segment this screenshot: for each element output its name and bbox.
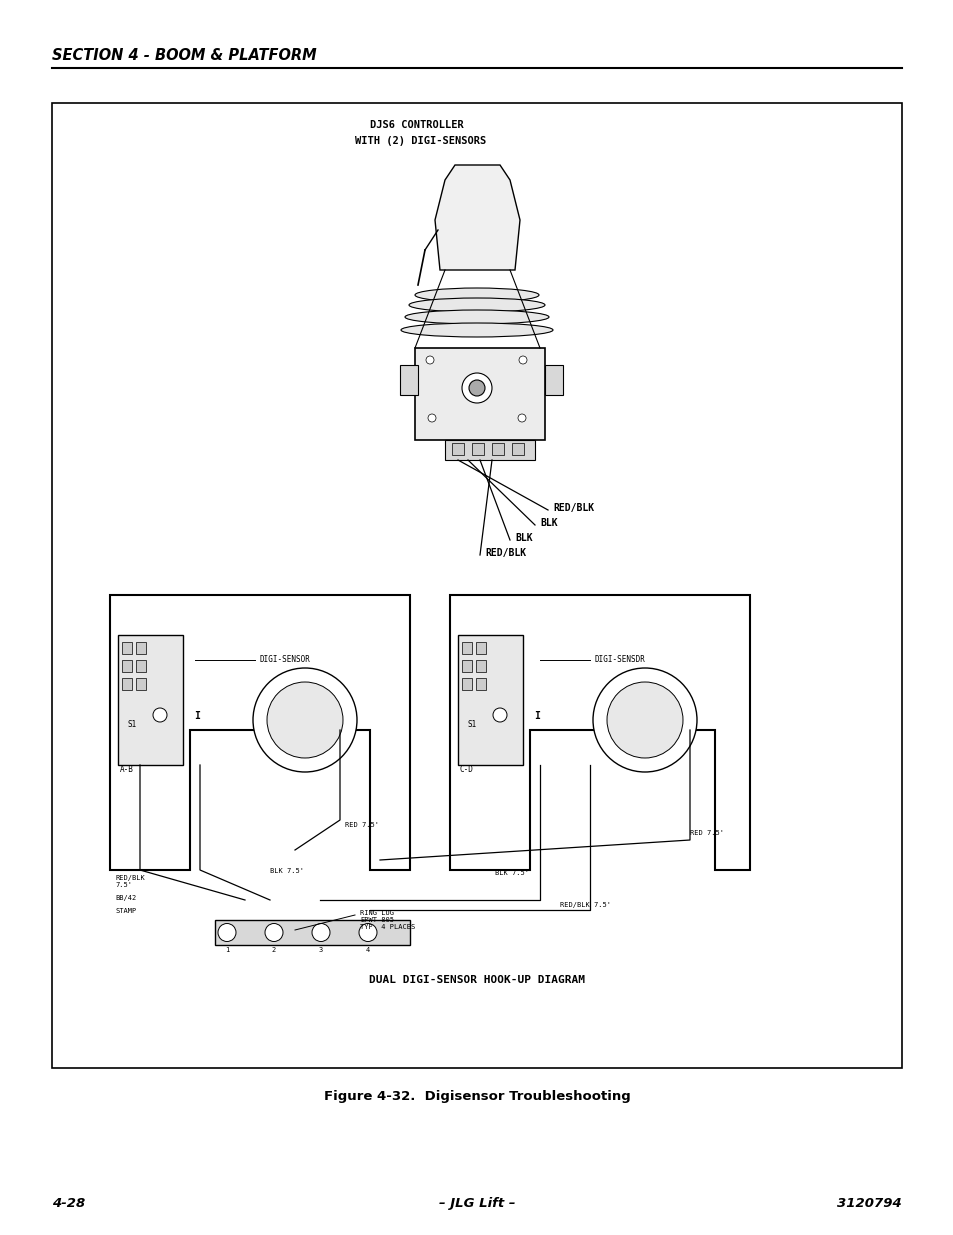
Text: 2: 2 [272,947,275,953]
Circle shape [593,668,697,772]
Bar [399,366,417,395]
Text: SECTION 4 - BOOM & PLATFORM: SECTION 4 - BOOM & PLATFORM [52,48,316,63]
Circle shape [426,356,434,364]
Text: RED 7.5': RED 7.5' [689,830,723,836]
Circle shape [428,414,436,422]
Text: DIGI-SENSDR: DIGI-SENSDR [595,656,645,664]
Circle shape [267,682,343,758]
Polygon shape [110,595,410,869]
Bar [492,443,503,454]
Text: BLK 7.5': BLK 7.5' [495,869,529,876]
Polygon shape [450,595,749,869]
Text: 4-28: 4-28 [52,1197,85,1210]
Circle shape [218,924,235,941]
Text: S1: S1 [468,720,476,729]
Text: DUAL DIGI-SENSOR HOOK-UP DIAGRAM: DUAL DIGI-SENSOR HOOK-UP DIAGRAM [369,974,584,986]
Ellipse shape [400,324,553,337]
Text: I: I [534,711,539,721]
Circle shape [358,924,376,941]
Text: RED/BLK 7.5': RED/BLK 7.5' [559,902,610,908]
Text: WITH (2) DIGI-SENSORS: WITH (2) DIGI-SENSORS [355,136,486,146]
Circle shape [518,356,526,364]
Bar [415,348,544,440]
Bar [476,659,485,672]
Bar [136,678,146,690]
Bar [457,635,522,764]
Text: I: I [193,711,200,721]
Bar [444,440,535,459]
Bar [472,443,483,454]
Circle shape [469,380,484,396]
Bar [461,678,472,690]
Bar [461,659,472,672]
Ellipse shape [405,310,548,324]
Text: RED/BLK: RED/BLK [553,503,594,513]
Text: 4: 4 [366,947,370,953]
Bar [452,443,463,454]
Bar [118,635,183,764]
Bar [461,642,472,655]
Text: A-B: A-B [120,764,133,774]
Text: DIGI-SENSOR: DIGI-SENSOR [260,656,311,664]
Text: DJS6 CONTROLLER: DJS6 CONTROLLER [370,120,463,130]
Bar [136,642,146,655]
Text: RED 7.5': RED 7.5' [345,823,378,827]
Circle shape [312,924,330,941]
Text: – JLG Lift –: – JLG Lift – [438,1197,515,1210]
Ellipse shape [409,298,544,312]
Bar [136,659,146,672]
Bar [512,443,523,454]
Text: STAMP: STAMP [115,908,136,914]
Bar [122,659,132,672]
Text: S1: S1 [128,720,137,729]
Bar [122,678,132,690]
Text: BLK: BLK [539,517,558,529]
Ellipse shape [415,288,538,303]
Circle shape [152,708,167,722]
Text: BB/42: BB/42 [115,895,136,902]
Circle shape [253,668,356,772]
Text: C-D: C-D [459,764,474,774]
Text: RED/BLK
7.5': RED/BLK 7.5' [115,876,145,888]
Text: Figure 4-32.  Digisensor Troubleshooting: Figure 4-32. Digisensor Troubleshooting [323,1091,630,1103]
Text: BLK: BLK [515,534,532,543]
Bar [122,642,132,655]
Circle shape [265,924,283,941]
Circle shape [517,414,525,422]
Bar [214,920,410,945]
Text: RED/BLK: RED/BLK [484,548,525,558]
Text: 1: 1 [225,947,229,953]
Polygon shape [435,165,519,270]
Bar [52,103,901,1068]
Text: 3: 3 [318,947,323,953]
Bar [476,678,485,690]
Text: RING LUG
EPWT-805
TYP  4 PLACES: RING LUG EPWT-805 TYP 4 PLACES [359,910,415,930]
Bar [544,366,562,395]
Bar [476,642,485,655]
Text: 3120794: 3120794 [837,1197,901,1210]
Circle shape [461,373,492,403]
Text: BLK 7.5': BLK 7.5' [270,868,304,874]
Circle shape [493,708,506,722]
Circle shape [606,682,682,758]
